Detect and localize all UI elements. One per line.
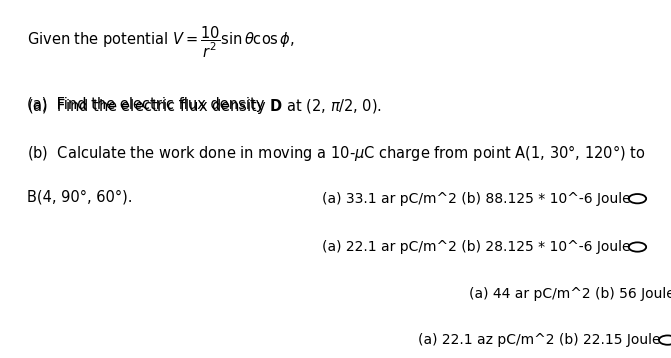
Text: B(4, 90°, 60°).: B(4, 90°, 60°). (27, 190, 132, 205)
Text: (a) 22.1 ar pC/m^2 (b) 28.125 * 10^-6 Joule: (a) 22.1 ar pC/m^2 (b) 28.125 * 10^-6 Jo… (322, 240, 631, 254)
Text: (a) 44 ar pC/m^2 (b) 56 Joule: (a) 44 ar pC/m^2 (b) 56 Joule (468, 286, 671, 301)
Text: Given the potential $V = \dfrac{10}{r^2}\sin\theta\cos\phi,$: Given the potential $V = \dfrac{10}{r^2}… (27, 25, 295, 60)
Text: (a)  Find the electric flux density $\mathbf{D}$ at (2, $\pi$/2, 0).: (a) Find the electric flux density $\mat… (27, 97, 382, 116)
Text: (b)  Calculate the work done in moving a 10-$\mu$C charge from point A(1, 30°, 1: (b) Calculate the work done in moving a … (27, 143, 646, 163)
Text: (a) 33.1 ar pC/m^2 (b) 88.125 * 10^-6 Joule: (a) 33.1 ar pC/m^2 (b) 88.125 * 10^-6 Jo… (322, 192, 631, 206)
Text: (a)  Find the electric flux density: (a) Find the electric flux density (27, 97, 269, 112)
Text: (a) 22.1 az pC/m^2 (b) 22.15 Joule: (a) 22.1 az pC/m^2 (b) 22.15 Joule (419, 333, 661, 347)
